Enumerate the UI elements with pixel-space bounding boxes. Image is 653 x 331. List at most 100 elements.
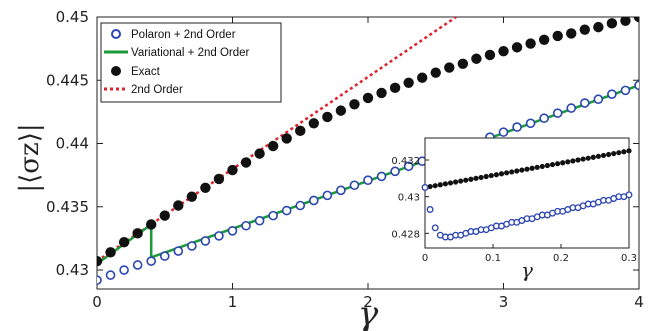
polaron-point — [634, 80, 639, 91]
exact-point — [430, 67, 441, 78]
exact-point — [552, 30, 563, 42]
polaron-point — [349, 180, 360, 191]
y-tick-label: 0.445 — [46, 71, 89, 89]
exact-point — [159, 210, 170, 221]
inset-exact-point — [575, 157, 581, 163]
legend-marker-open-circle — [111, 29, 121, 39]
legend-label: Exact — [131, 66, 161, 78]
inset-exact-point — [590, 154, 596, 160]
legend-entry-polaron: Polaron + 2nd Order — [111, 29, 236, 41]
y-tick-label: 0.44 — [56, 135, 89, 153]
exact-point — [281, 133, 292, 144]
exact-point — [335, 105, 347, 116]
x-tick-label: 4 — [634, 293, 644, 311]
polaron-point — [214, 231, 224, 241]
polaron-point — [336, 185, 346, 196]
inset-exact-point — [616, 150, 622, 156]
inset-y-tick-label: 0.432 — [391, 156, 420, 167]
y-tick-label: 0.43 — [56, 261, 89, 279]
polaron-point — [620, 85, 631, 96]
inset-exact-point — [488, 172, 494, 179]
polaron-point — [281, 205, 292, 216]
inset-polaron-point — [431, 224, 439, 232]
exact-point — [213, 173, 225, 185]
inset-exact-point — [580, 156, 586, 162]
legend-marker-filled-circle — [111, 66, 121, 76]
inset-exact-point — [539, 163, 545, 170]
x-tick-label: 1 — [228, 293, 238, 311]
exact-point — [511, 42, 523, 53]
exact-point — [417, 72, 428, 83]
exact-point — [457, 58, 469, 70]
exact-point — [173, 200, 184, 211]
polaron-point — [295, 200, 306, 211]
inset-x-tick-label: 0.2 — [553, 253, 569, 264]
exact-point — [620, 17, 631, 26]
inset-tick-labels: 0 0.1 0.2 0.3 0.428 0.43 0.432 — [391, 156, 637, 264]
inset-exact-point — [498, 171, 505, 177]
polaron-point — [525, 118, 536, 129]
legend-label: Variational + 2nd Order — [131, 47, 250, 59]
polaron-point — [268, 210, 278, 221]
inset-exact-point — [544, 162, 551, 169]
inset-y-tick-label: 0.43 — [398, 193, 420, 204]
polaron-point — [159, 251, 170, 261]
exact-point — [579, 24, 590, 35]
inset-x-axis-label: γ — [521, 258, 533, 282]
polaron-point — [512, 122, 522, 132]
polaron-point — [390, 166, 400, 177]
exact-point — [200, 182, 211, 193]
inset-exact-point — [519, 167, 525, 173]
legend-label: Polaron + 2nd Order — [131, 29, 236, 41]
inset-polaron-point — [426, 206, 434, 213]
legend-entry-variational: Variational + 2nd Order — [104, 47, 250, 59]
polaron-point — [173, 246, 184, 256]
exact-point — [240, 157, 252, 168]
inset-exact-point — [626, 148, 632, 154]
polaron-point — [552, 108, 563, 118]
inset-exact-point — [534, 164, 540, 170]
exact-point — [308, 118, 319, 129]
inset-polaron-point — [625, 191, 633, 199]
polaron-point — [187, 241, 197, 251]
exact-point — [227, 164, 238, 176]
main-plot-area — [97, 17, 639, 285]
exact-point — [484, 49, 496, 61]
inset-exact-point — [606, 151, 612, 158]
polaron-point — [97, 275, 102, 285]
x-tick-label: 0 — [92, 293, 102, 311]
exact-point — [376, 87, 387, 99]
exact-point — [633, 17, 639, 23]
inset-y-tick-label: 0.428 — [391, 229, 420, 240]
polaron-point — [254, 215, 265, 226]
exact-point — [254, 148, 265, 159]
polaron-point — [566, 103, 577, 113]
inset-exact-point — [453, 179, 459, 185]
legend-label: 2nd Order — [131, 84, 183, 96]
exact-point — [267, 140, 279, 152]
inset-exact-point — [468, 176, 474, 182]
exact-point — [566, 28, 577, 39]
polaron-point — [403, 161, 414, 172]
exact-point — [525, 38, 536, 49]
main-tick-labels: 0 1 2 3 4 0.43 0.435 0.44 0.445 0.45 — [46, 8, 644, 311]
inset-plot-area — [421, 148, 633, 241]
exact-point — [362, 92, 374, 104]
inset-exact-point — [478, 174, 484, 181]
inset-exact-point — [483, 173, 489, 180]
inset-x-tick-label: 0 — [422, 253, 428, 264]
inset-exact-point — [493, 172, 499, 178]
exact-point — [444, 62, 455, 73]
polaron-point — [241, 220, 251, 231]
exact-point — [295, 125, 306, 137]
exact-point — [389, 82, 401, 94]
exact-point — [97, 255, 103, 267]
exact-point — [322, 111, 333, 123]
polaron-point — [308, 195, 319, 206]
inset-exact-point — [458, 178, 464, 184]
inset-x-tick-label: 0.1 — [485, 253, 501, 264]
exact-point — [538, 34, 550, 45]
polaron-point — [363, 175, 373, 185]
inset-exact-point — [600, 152, 607, 159]
inset-x-tick-label: 0.3 — [621, 253, 637, 264]
